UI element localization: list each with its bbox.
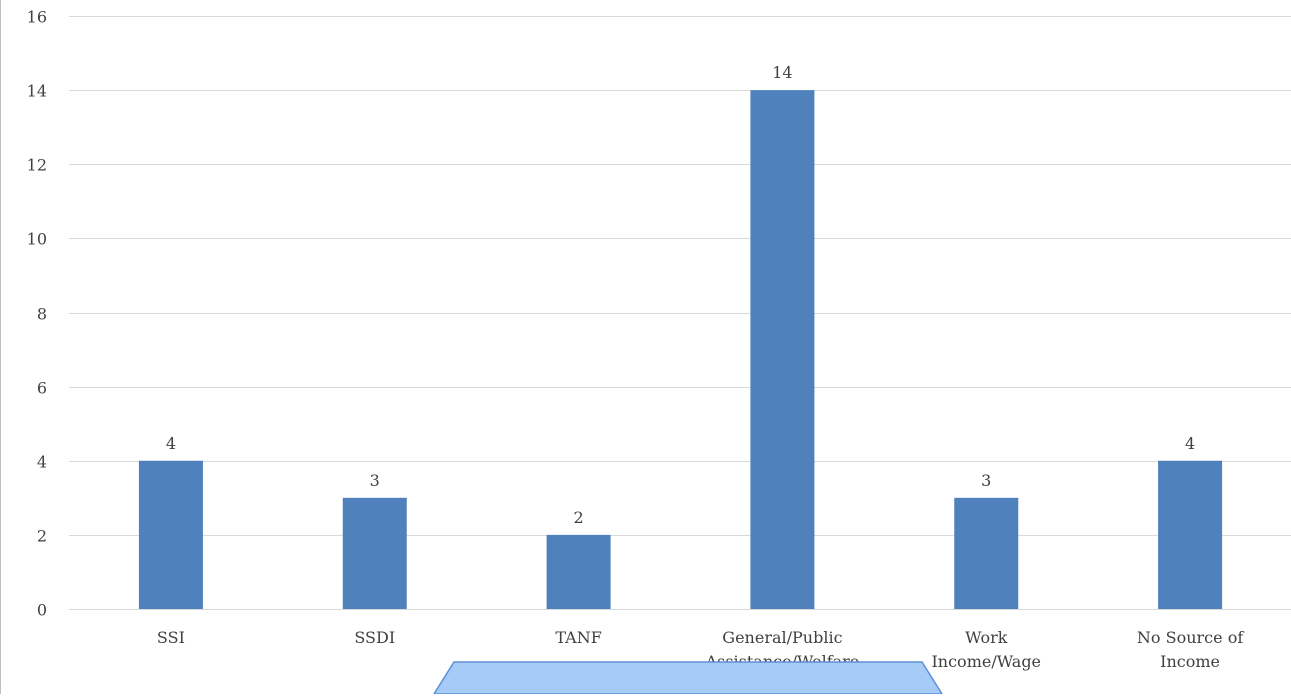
- bar: [138, 460, 203, 609]
- y-tick-label: 16: [27, 8, 47, 27]
- gridlines: [69, 16, 1291, 610]
- data-label: 3: [981, 471, 991, 490]
- data-label: 4: [1185, 434, 1195, 453]
- y-tick-label: 10: [27, 230, 47, 249]
- x-category-label: SSI: [157, 628, 185, 647]
- bar: [546, 534, 611, 609]
- x-axis-category-labels: SSISSDITANFGeneral/PublicAssistance/Welf…: [157, 628, 1244, 671]
- x-category-label: No Source of: [1137, 628, 1244, 647]
- x-category-label: General/Public: [722, 628, 842, 647]
- y-axis-tick-labels: 0 2 4 6 8 10 12 14 16: [27, 8, 47, 620]
- y-tick-label: 0: [37, 601, 47, 620]
- callout-shape: [432, 661, 944, 695]
- data-label: 3: [370, 471, 380, 490]
- x-category-label: Work: [965, 628, 1008, 647]
- bar: [750, 90, 815, 609]
- bars: [138, 90, 1223, 609]
- bar: [954, 497, 1019, 609]
- x-category-label: SSDI: [354, 628, 395, 647]
- x-category-label: Income: [1160, 652, 1220, 671]
- y-tick-label: 14: [27, 82, 47, 101]
- x-category-label: TANF: [555, 628, 601, 647]
- x-category-label: Income/Wage: [931, 652, 1041, 671]
- y-tick-label: 6: [37, 379, 47, 398]
- data-labels: 4 3 2 14 3 4: [166, 63, 1195, 527]
- y-tick-label: 4: [37, 453, 47, 472]
- data-label: 14: [772, 63, 792, 82]
- data-label: 4: [166, 434, 176, 453]
- data-label: 2: [573, 508, 583, 527]
- y-tick-label: 12: [27, 156, 47, 175]
- y-tick-label: 2: [37, 527, 47, 546]
- bar: [342, 497, 407, 609]
- bar: [1158, 460, 1223, 609]
- y-tick-label: 8: [37, 305, 47, 324]
